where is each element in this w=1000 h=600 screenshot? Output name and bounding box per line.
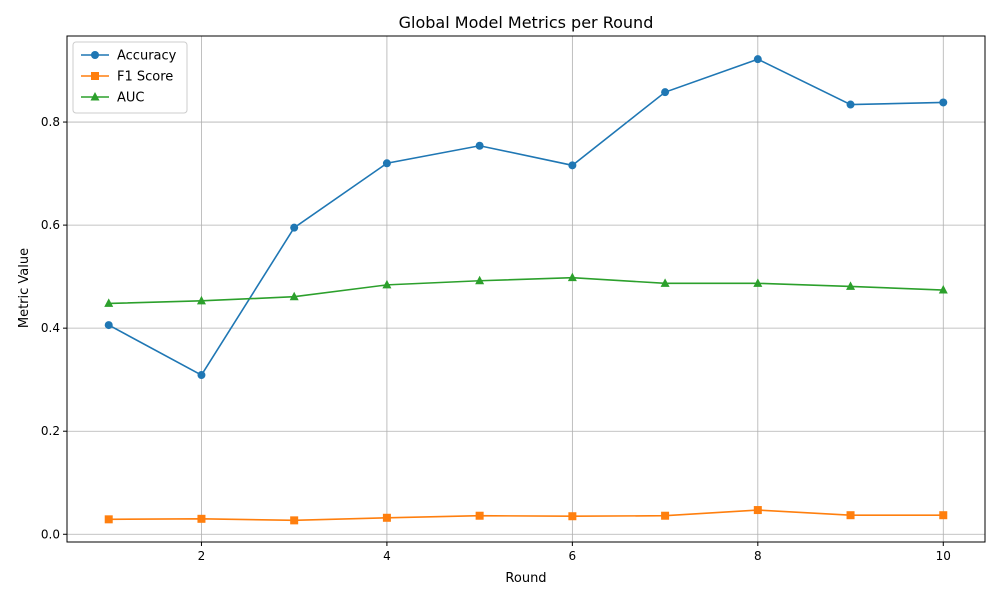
series-line-auc [108, 276, 944, 305]
legend-label: AUC [117, 91, 145, 106]
data-point-auc [660, 278, 670, 287]
x-tick-label: 8 [754, 549, 762, 563]
data-point-f1-score [104, 515, 113, 524]
data-point-f1-score [382, 513, 391, 522]
y-tick-label: 0.4 [41, 321, 60, 335]
data-point-accuracy [290, 223, 299, 232]
data-point-f1-score [568, 512, 577, 521]
data-point-f1-score [661, 511, 670, 520]
data-point-accuracy [104, 321, 113, 330]
data-point-auc [938, 285, 948, 294]
legend-marker [91, 72, 99, 80]
data-point-auc [382, 279, 392, 289]
series-line-f1-score [108, 509, 944, 522]
data-point-accuracy [846, 100, 855, 109]
series-f1-score [104, 506, 948, 525]
chart-title: Global Model Metrics per Round [399, 13, 654, 32]
x-tick-label: 10 [936, 549, 951, 563]
grid [67, 36, 985, 542]
x-tick-label: 4 [383, 549, 391, 563]
x-axis-ticks: 2 4 6 8 10 [198, 542, 951, 563]
data-point-accuracy [197, 371, 206, 380]
data-point-f1-score [475, 511, 484, 520]
data-point-auc [846, 281, 856, 290]
data-point-auc [196, 295, 206, 305]
y-axis-ticks: 0.0 0.2 0.4 0.6 0.8 [41, 115, 67, 541]
legend-marker [91, 51, 99, 59]
x-axis-label: Round [505, 571, 546, 586]
data-point-f1-score [939, 511, 948, 520]
data-point-f1-score [197, 514, 206, 523]
legend-item-f1-score: F1 Score [81, 70, 173, 85]
legend-item-accuracy: Accuracy [81, 49, 177, 64]
y-tick-label: 0.8 [41, 115, 60, 129]
plot-frame [66, 35, 986, 543]
data-point-accuracy [382, 159, 391, 168]
y-tick-label: 0.6 [41, 218, 60, 232]
data-point-auc [753, 278, 763, 287]
legend-box [72, 41, 188, 114]
data-point-accuracy [475, 141, 484, 150]
data-point-f1-score [753, 506, 762, 515]
data-point-accuracy [568, 161, 577, 170]
legend-label: Accuracy [117, 49, 177, 64]
series-auc [104, 272, 948, 307]
series-accuracy [104, 55, 948, 380]
data-point-f1-score [846, 511, 855, 520]
legend-item-auc: AUC [81, 91, 145, 106]
data-point-accuracy [661, 88, 670, 97]
legend-marker [90, 92, 100, 101]
x-tick-label: 6 [569, 549, 577, 563]
data-point-auc [289, 291, 299, 301]
y-tick-label: 0.0 [41, 527, 60, 541]
data-point-f1-score [290, 516, 299, 525]
legend-label: F1 Score [117, 70, 173, 85]
x-tick-label: 2 [198, 549, 206, 563]
data-point-accuracy [753, 55, 762, 64]
y-axis-label: Metric Value [17, 248, 32, 328]
y-tick-label: 0.2 [41, 424, 60, 438]
legend: Accuracy F1 Score AUC [72, 41, 188, 114]
series-line-accuracy [108, 58, 944, 377]
data-point-auc [567, 272, 577, 282]
data-point-accuracy [939, 98, 948, 107]
data-point-auc [475, 275, 485, 285]
data-point-auc [104, 298, 114, 307]
series-layer [104, 55, 948, 525]
